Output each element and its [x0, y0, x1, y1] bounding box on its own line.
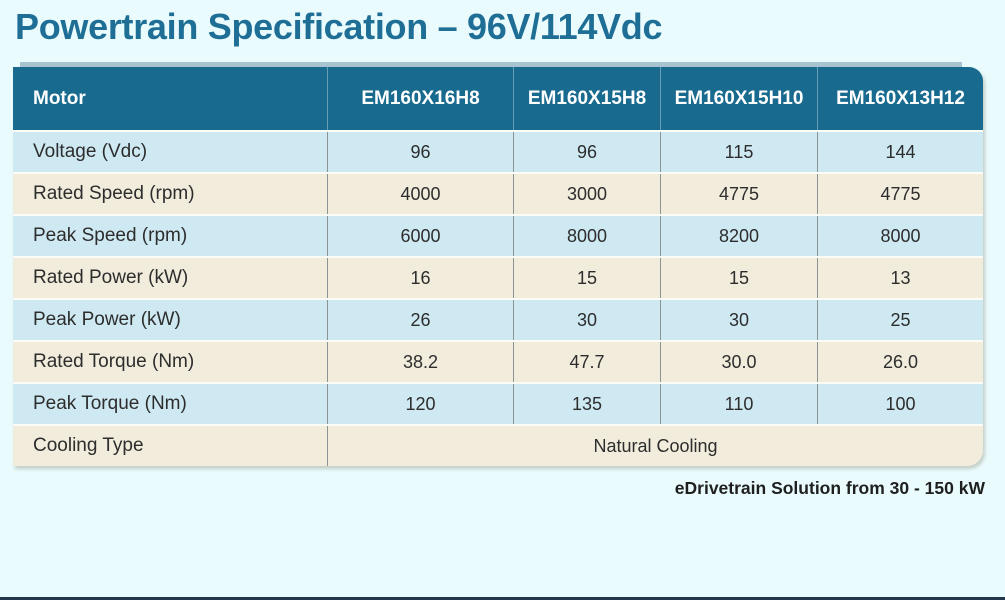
cell-value: 15	[513, 258, 660, 298]
cell-value: 13	[817, 258, 983, 298]
row-label: Rated Power (kW)	[33, 267, 189, 288]
cell-value-spanning: Natural Cooling	[327, 426, 983, 466]
table-row-cooling: Cooling Type Natural Cooling	[13, 424, 983, 466]
table-row: Peak Torque (Nm) 120 135 110 100	[13, 382, 983, 424]
cell-value: 115	[660, 132, 817, 172]
cell-value: 8000	[817, 216, 983, 256]
cell-value: 4775	[817, 174, 983, 214]
cell-value: 6000	[327, 216, 513, 256]
header-cell-model: EM160X15H10	[660, 67, 817, 130]
header-cell-model: EM160X16H8	[327, 67, 513, 130]
cell-value: 26.0	[817, 342, 983, 382]
table-header-row: Motor EM160X16H8 EM160X15H8 EM160X15H10 EM16…	[13, 67, 983, 130]
cell-value: 3000	[513, 174, 660, 214]
cell-value: 100	[817, 384, 983, 424]
page-title: Powertrain Specification – 96V/114Vdc	[15, 6, 663, 47]
header-cell-motor: Motor	[33, 87, 86, 109]
cell-value: 96	[513, 132, 660, 172]
accent-line	[20, 62, 962, 67]
row-label: Peak Torque (Nm)	[33, 393, 187, 414]
row-label: Rated Speed (rpm)	[33, 183, 195, 204]
bottom-bar	[0, 597, 1005, 600]
table-row: Peak Power (kW) 26 30 30 25	[13, 298, 983, 340]
cell-value: 38.2	[327, 342, 513, 382]
cell-value: 96	[327, 132, 513, 172]
row-label: Voltage (Vdc)	[33, 141, 148, 162]
cell-value: 110	[660, 384, 817, 424]
table-row: Peak Speed (rpm) 6000 8000 8200 8000	[13, 214, 983, 256]
table-row: Voltage (Vdc) 96 96 115 144	[13, 130, 983, 172]
cell-value: 30	[513, 300, 660, 340]
table-body: Voltage (Vdc) 96 96 115 144 Rated Speed (rpm)…	[13, 130, 983, 466]
table-row: Rated Speed (rpm) 4000 3000 4775 4775	[13, 172, 983, 214]
cell-value: 16	[327, 258, 513, 298]
cell-value: 144	[817, 132, 983, 172]
cell-value: 8200	[660, 216, 817, 256]
header-cell-model: EM160X13H12	[817, 67, 983, 130]
cell-value: 25	[817, 300, 983, 340]
row-label: Cooling Type	[33, 435, 144, 456]
cell-value: 30.0	[660, 342, 817, 382]
spec-table: Motor EM160X16H8 EM160X15H8 EM160X15H10 EM16…	[13, 67, 983, 466]
cell-value: 120	[327, 384, 513, 424]
row-label: Peak Speed (rpm)	[33, 225, 188, 246]
table-row: Rated Power (kW) 16 15 15 13	[13, 256, 983, 298]
table-row: Rated Torque (Nm) 38.2 47.7 30.0 26.0	[13, 340, 983, 382]
cell-value: 8000	[513, 216, 660, 256]
header-cell-model: EM160X15H8	[513, 67, 660, 130]
cell-value: 4775	[660, 174, 817, 214]
cell-value: 4000	[327, 174, 513, 214]
cell-value: 135	[513, 384, 660, 424]
row-label: Rated Torque (Nm)	[33, 351, 195, 372]
cell-value: 15	[660, 258, 817, 298]
footnote: eDrivetrain Solution from 30 - 150 kW	[674, 478, 985, 498]
cell-value: 26	[327, 300, 513, 340]
cell-value: 30	[660, 300, 817, 340]
cell-value: 47.7	[513, 342, 660, 382]
row-label: Peak Power (kW)	[33, 309, 181, 330]
